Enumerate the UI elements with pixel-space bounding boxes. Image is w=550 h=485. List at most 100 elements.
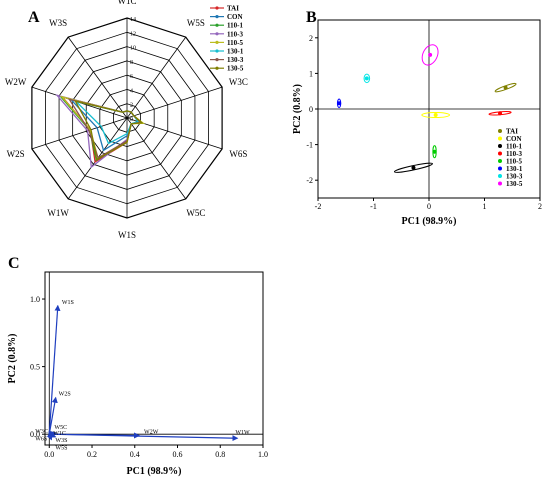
loading-x-tick-label: 0.2 [87, 450, 97, 459]
radar-legend-label: 110-5 [227, 39, 243, 47]
panel-label-a: A [28, 9, 40, 26]
pca-legend-marker [498, 159, 502, 163]
pca-legend-label: 110-1 [506, 142, 522, 150]
radar-legend-label: 130-5 [227, 65, 244, 73]
radar-tick-label: 10 [130, 46, 136, 52]
pca-legend-label: 110-5 [506, 157, 522, 165]
radar-legend-label: 110-1 [227, 22, 243, 30]
loading-plot-frame [44, 271, 264, 446]
loading-vector [46, 433, 53, 441]
loading-y-axis-title: PC2 (0.8%) [7, 334, 18, 384]
pca-legend-label: TAI [506, 127, 518, 135]
radar-legend-label: 110-3 [227, 30, 243, 38]
pca-legend-label: 110-3 [506, 150, 522, 158]
radar-axis-label: W5C [186, 208, 205, 218]
radar-tick-label: 4 [130, 88, 133, 94]
pca-confidence-ellipse [421, 112, 451, 119]
pca-legend-label: 130-1 [506, 165, 523, 173]
radar-legend-label: CON [227, 13, 243, 21]
panel-label-b: B [306, 9, 317, 26]
loading-vector-label: W1W [235, 430, 250, 436]
pca-group-point [503, 85, 508, 90]
pca-legend-label: 130-3 [506, 172, 523, 180]
radar-axis-label: W3C [229, 77, 248, 87]
radar-legend-marker [215, 15, 219, 19]
pca-confidence-ellipse [363, 73, 371, 84]
pca-x-tick-label: -1 [370, 202, 377, 211]
pca-y-tick-label: 1 [309, 69, 313, 78]
radar-tick-label: 8 [130, 60, 133, 66]
loading-vector-label: W2W [144, 430, 159, 436]
loading-y-tick-label: 1.0 [30, 295, 40, 304]
pca-x-tick-label: -2 [315, 202, 322, 211]
pca-y-tick-label: -2 [306, 176, 313, 185]
loading-vector-label: W1C [53, 431, 66, 437]
radar-tick-label: 14 [130, 17, 136, 23]
pca-x-axis-title: PC1 (98.9%) [402, 216, 457, 227]
radar-tick-label: 6 [130, 74, 133, 80]
loading-y-tick-label: 0.0 [30, 430, 40, 439]
loading-x-tick-label: 0.8 [215, 450, 225, 459]
radar-legend-marker [215, 40, 219, 45]
pca-legend-marker [498, 151, 502, 156]
loading-x-tick-label: 0.6 [173, 450, 183, 459]
radar-legend-marker [215, 32, 219, 36]
loading-y-tick-label: 0.5 [30, 363, 40, 372]
pca-y-tick-label: -1 [306, 141, 313, 150]
pca-loading-chart: 0.0 0.2 0.4 0.6 0.8 1.0 0.0 0.5 1.0 PC1 (98.9%) PC… [7, 271, 268, 477]
radar-spoke [31, 117, 128, 150]
loading-vector-label: W3C [35, 429, 48, 435]
pca-legend-label: CON [506, 135, 522, 143]
radar-legend-marker [215, 49, 219, 53]
pca-y-tick-label: 0 [309, 105, 313, 114]
pca-y-axis-title: PC2 (0.8%) [292, 84, 303, 134]
loading-vector-label: W5C [54, 425, 67, 431]
loading-x-tick-label: 0.4 [130, 450, 140, 459]
radar-legend-marker [215, 6, 219, 10]
loading-vector-label: W5S [55, 446, 67, 452]
pca-group-point [432, 149, 437, 154]
loading-vector-label: W2S [59, 392, 71, 398]
radar-spoke [126, 117, 187, 200]
radar-tick-label: 12 [130, 31, 136, 37]
radar-tick-label: 0 [130, 117, 133, 123]
radar-legend-label: 130-3 [227, 56, 244, 64]
radar-axis-label: W3S [49, 18, 67, 28]
radar-series-line [74, 100, 144, 161]
radar-axis-label: W2W [5, 77, 27, 87]
pca-confidence-ellipse [421, 44, 439, 66]
pca-legend-marker [498, 174, 502, 178]
radar-spoke [126, 36, 187, 119]
pca-legend-marker [498, 181, 502, 186]
pca-x-tick-label: 0 [427, 202, 431, 211]
pca-score-chart: -2 -1 0 1 2 -2 -1 0 1 2 PC1 (98.9%) PC2 (0.8%) TAICO… [292, 19, 542, 227]
loading-vector-label: W6S [35, 437, 47, 443]
pca-legend-marker [498, 136, 502, 141]
radar-axis-label: W1S [118, 230, 136, 240]
radar-axis-label: W6S [229, 149, 247, 159]
pca-x-tick-label: 2 [538, 202, 542, 211]
pca-group-point [498, 111, 503, 116]
radar-legend-marker [215, 58, 219, 62]
radar-legend-marker [215, 23, 219, 27]
pca-legend-marker [498, 144, 502, 148]
pca-group-point [337, 101, 342, 106]
pca-group-point [433, 113, 438, 118]
radar-spoke [67, 36, 128, 119]
pca-group-point [411, 165, 416, 170]
radar-legend-label: TAI [227, 5, 239, 13]
pca-legend-label: 130-5 [506, 180, 523, 188]
loading-x-tick-label: 0.0 [44, 450, 54, 459]
radar-chart: 0 2 4 6 8 10 12 14 W1C W5S W3C W6S W5C W1S W1W W2S W2W W3… [5, 0, 248, 240]
radar-axis-label: W1W [47, 208, 69, 218]
loading-vector [48, 396, 58, 435]
radar-axis-label: W1C [118, 0, 137, 6]
radar-legend-marker [215, 66, 219, 70]
pca-y-tick-label: 2 [309, 34, 313, 43]
radar-axis-label: W2S [7, 149, 25, 159]
pca-x-tick-label: 1 [483, 202, 487, 211]
loading-x-axis-title: PC1 (98.9%) [127, 466, 182, 477]
radar-legend-label: 130-1 [227, 48, 244, 56]
pca-group-point [364, 76, 369, 81]
loading-vector [49, 433, 239, 442]
